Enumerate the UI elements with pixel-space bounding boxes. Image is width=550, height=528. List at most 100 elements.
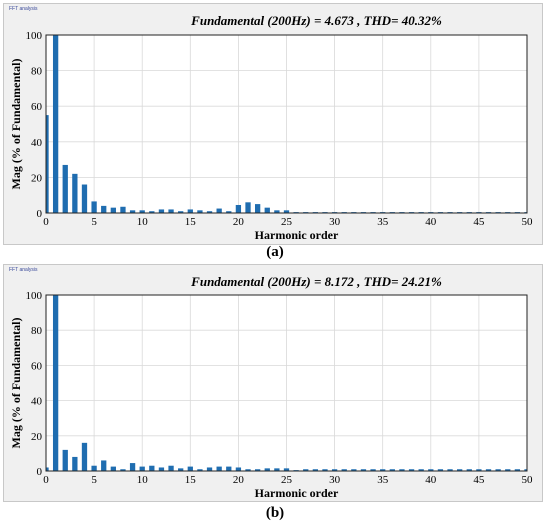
chart-title: Fundamental (200Hz) = 8.172 , THD= 24.21… xyxy=(190,274,442,289)
y-tick-label: 0 xyxy=(37,466,43,478)
bar xyxy=(62,164,68,213)
x-tick-label: 45 xyxy=(473,474,485,486)
bar xyxy=(331,469,338,471)
x-tick-label: 40 xyxy=(425,216,437,228)
bar xyxy=(206,467,213,471)
y-tick-label: 40 xyxy=(31,137,43,149)
bar xyxy=(91,201,97,213)
bar xyxy=(120,206,126,213)
x-tick-label: 50 xyxy=(522,216,534,228)
bar xyxy=(91,465,97,471)
bar xyxy=(312,469,319,471)
x-tick-label: 35 xyxy=(377,216,389,228)
bar xyxy=(129,463,136,471)
bar xyxy=(110,207,116,213)
bar xyxy=(495,469,501,471)
bar xyxy=(389,469,395,471)
bar xyxy=(216,466,222,471)
x-tick-label: 10 xyxy=(137,216,149,228)
chart-title: Fundamental (200Hz) = 4.673 , THD= 40.32… xyxy=(190,13,442,28)
bar xyxy=(149,465,155,471)
window-title: FFT analysis xyxy=(9,267,38,273)
bar xyxy=(399,469,405,471)
x-tick-label: 15 xyxy=(185,474,197,486)
bar xyxy=(139,210,145,213)
bar xyxy=(274,468,280,471)
x-tick-label: 30 xyxy=(329,216,341,228)
bar xyxy=(322,469,328,471)
y-tick-label: 40 xyxy=(31,396,43,408)
bar xyxy=(52,295,59,471)
bar xyxy=(283,468,290,471)
y-tick-label: 80 xyxy=(31,325,43,337)
bar xyxy=(187,209,193,213)
bar xyxy=(81,184,88,213)
bar xyxy=(206,211,213,213)
bar xyxy=(120,469,126,471)
window-title: FFT analysis xyxy=(9,6,38,12)
bar xyxy=(226,211,232,213)
x-tick-label: 25 xyxy=(281,216,293,228)
bar xyxy=(101,205,107,213)
bar xyxy=(428,469,434,471)
bar xyxy=(274,210,280,213)
bar xyxy=(110,466,116,471)
bar xyxy=(408,469,415,471)
bar xyxy=(254,469,261,471)
y-tick-label: 60 xyxy=(31,101,43,113)
x-tick-label: 20 xyxy=(233,474,245,486)
bar xyxy=(197,469,203,471)
bar xyxy=(158,467,165,471)
bar xyxy=(514,469,521,471)
y-tick-label: 60 xyxy=(31,360,43,372)
bar xyxy=(158,209,165,213)
subfigure-label-a: (a) xyxy=(266,244,284,260)
axes-box xyxy=(45,34,528,214)
x-tick-label: 20 xyxy=(233,216,245,228)
bar xyxy=(476,469,482,471)
bar xyxy=(178,468,184,471)
x-axis-label: Harmonic order xyxy=(255,228,339,242)
bar xyxy=(264,207,270,213)
bar xyxy=(351,469,357,471)
bar xyxy=(485,469,492,471)
bar xyxy=(466,469,472,471)
bar xyxy=(437,469,444,471)
bar xyxy=(197,210,203,213)
bar xyxy=(216,208,222,213)
bar xyxy=(129,210,136,213)
bar xyxy=(72,456,78,471)
bar xyxy=(46,467,49,471)
bar xyxy=(360,469,367,471)
bar xyxy=(380,469,386,471)
bar xyxy=(341,469,347,471)
x-tick-label: 30 xyxy=(329,474,341,486)
x-tick-label: 45 xyxy=(473,216,485,228)
x-tick-label: 25 xyxy=(281,474,293,486)
y-tick-label: 20 xyxy=(31,431,43,443)
y-tick-label: 0 xyxy=(37,208,43,220)
y-tick-label: 20 xyxy=(31,172,43,184)
bar xyxy=(168,209,174,213)
bar xyxy=(264,468,270,471)
bar xyxy=(457,469,463,471)
bar xyxy=(187,466,193,471)
bar xyxy=(149,211,155,213)
bar xyxy=(178,211,184,213)
y-axis-label: Mag (% of Fundamental) xyxy=(9,318,23,449)
x-tick-label: 5 xyxy=(91,216,97,228)
x-tick-label: 15 xyxy=(185,216,197,228)
x-tick-label: 0 xyxy=(43,216,49,228)
x-tick-label: 10 xyxy=(137,474,149,486)
bar xyxy=(46,115,49,213)
bar xyxy=(524,469,527,471)
bar xyxy=(226,466,232,471)
x-tick-label: 50 xyxy=(522,474,534,486)
x-tick-label: 5 xyxy=(91,474,97,486)
bar xyxy=(245,469,251,471)
bar xyxy=(235,467,242,471)
bar xyxy=(52,35,59,213)
bar xyxy=(139,466,145,471)
y-tick-label: 80 xyxy=(31,66,43,78)
